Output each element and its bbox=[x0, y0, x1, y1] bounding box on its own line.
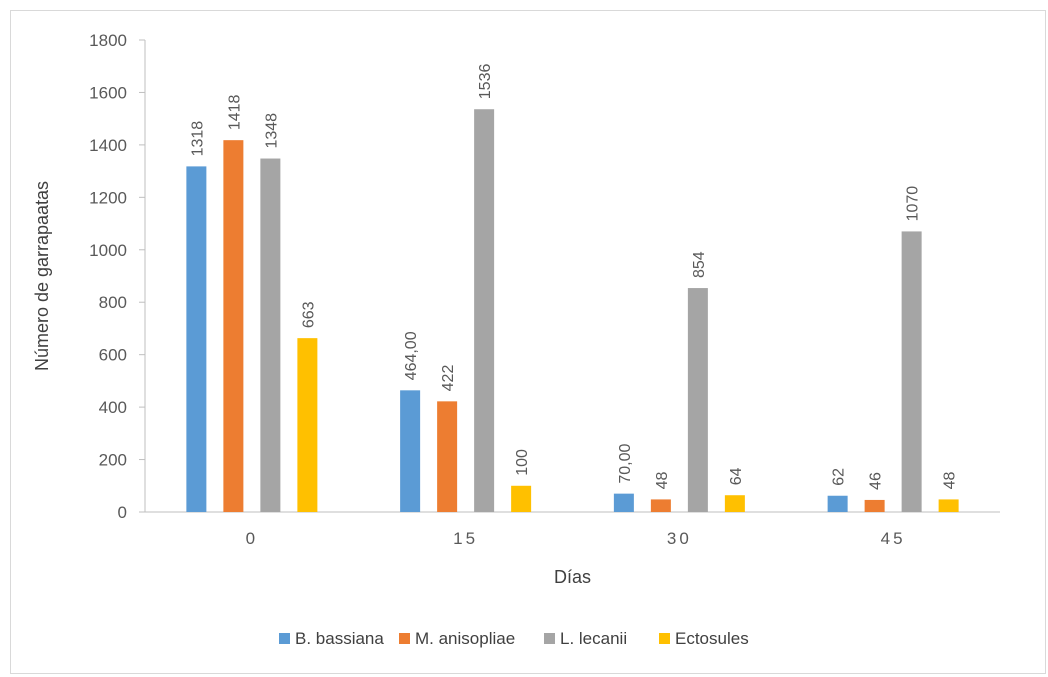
data-label: 64 bbox=[728, 467, 745, 485]
data-label: 1070 bbox=[905, 186, 922, 222]
legend-swatch bbox=[544, 633, 555, 644]
x-tick-label: 30 bbox=[667, 529, 692, 548]
data-label: 854 bbox=[691, 251, 708, 278]
data-label: 48 bbox=[654, 472, 671, 490]
legend-label: B. bassiana bbox=[295, 629, 384, 648]
bar bbox=[687, 288, 708, 512]
data-label: 422 bbox=[440, 365, 457, 392]
y-tick-label: 800 bbox=[99, 293, 127, 312]
chart-frame bbox=[10, 10, 1046, 674]
data-label: 663 bbox=[300, 301, 317, 328]
bar bbox=[297, 338, 318, 512]
legend-swatch bbox=[279, 633, 290, 644]
y-tick-label: 200 bbox=[99, 451, 127, 470]
x-tick-label: 0 bbox=[246, 529, 258, 548]
bar bbox=[400, 390, 421, 512]
bar bbox=[864, 499, 885, 512]
y-tick-label: 400 bbox=[99, 398, 127, 417]
x-tick-label: 15 bbox=[453, 529, 478, 548]
bar bbox=[938, 499, 959, 512]
y-tick-label: 1600 bbox=[89, 83, 127, 102]
legend: B. bassiana M. anisopliae L. lecanii Ectosu… bbox=[279, 629, 749, 648]
y-tick-label: 0 bbox=[118, 503, 127, 522]
data-label: 100 bbox=[514, 449, 531, 476]
bar bbox=[901, 231, 922, 512]
legend-label: L. lecanii bbox=[560, 629, 627, 648]
data-label: 464,00 bbox=[403, 331, 420, 380]
bar bbox=[260, 158, 281, 512]
data-label: 70,00 bbox=[617, 444, 634, 484]
bar bbox=[724, 495, 745, 512]
bar bbox=[186, 166, 207, 512]
x-axis-title: Días bbox=[554, 567, 591, 587]
data-label: 48 bbox=[942, 472, 959, 490]
y-axis-title: Número de garrapaatas bbox=[32, 181, 52, 371]
data-labels: 1318 1418 1348 663 464,00 422 1536 100 70,00 48 85… bbox=[189, 64, 958, 490]
bar bbox=[650, 499, 671, 512]
legend-label: M. anisopliae bbox=[415, 629, 515, 648]
y-tick-label: 1400 bbox=[89, 136, 127, 155]
legend-swatch bbox=[659, 633, 670, 644]
y-tick-label: 600 bbox=[99, 346, 127, 365]
data-label: 62 bbox=[831, 468, 848, 486]
bar bbox=[511, 485, 532, 512]
legend-label: Ectosules bbox=[675, 629, 749, 648]
y-axis-ticks: 0 200 400 600 800 1000 1200 1400 1600 1800 bbox=[89, 31, 145, 522]
y-tick-label: 1200 bbox=[89, 188, 127, 207]
legend-swatch bbox=[399, 633, 410, 644]
bar bbox=[827, 495, 848, 512]
data-label: 1418 bbox=[226, 94, 243, 130]
bars bbox=[186, 109, 959, 512]
bar bbox=[223, 140, 244, 512]
bar bbox=[437, 401, 458, 512]
data-label: 46 bbox=[868, 472, 885, 490]
x-axis-ticks: 0 15 30 45 bbox=[246, 529, 906, 548]
bar bbox=[474, 109, 495, 512]
x-tick-label: 45 bbox=[881, 529, 906, 548]
data-label: 1536 bbox=[477, 64, 494, 100]
y-tick-label: 1800 bbox=[89, 31, 127, 50]
data-label: 1318 bbox=[189, 121, 206, 157]
data-label: 1348 bbox=[263, 113, 280, 149]
y-tick-label: 1000 bbox=[89, 241, 127, 260]
bar bbox=[613, 493, 634, 512]
